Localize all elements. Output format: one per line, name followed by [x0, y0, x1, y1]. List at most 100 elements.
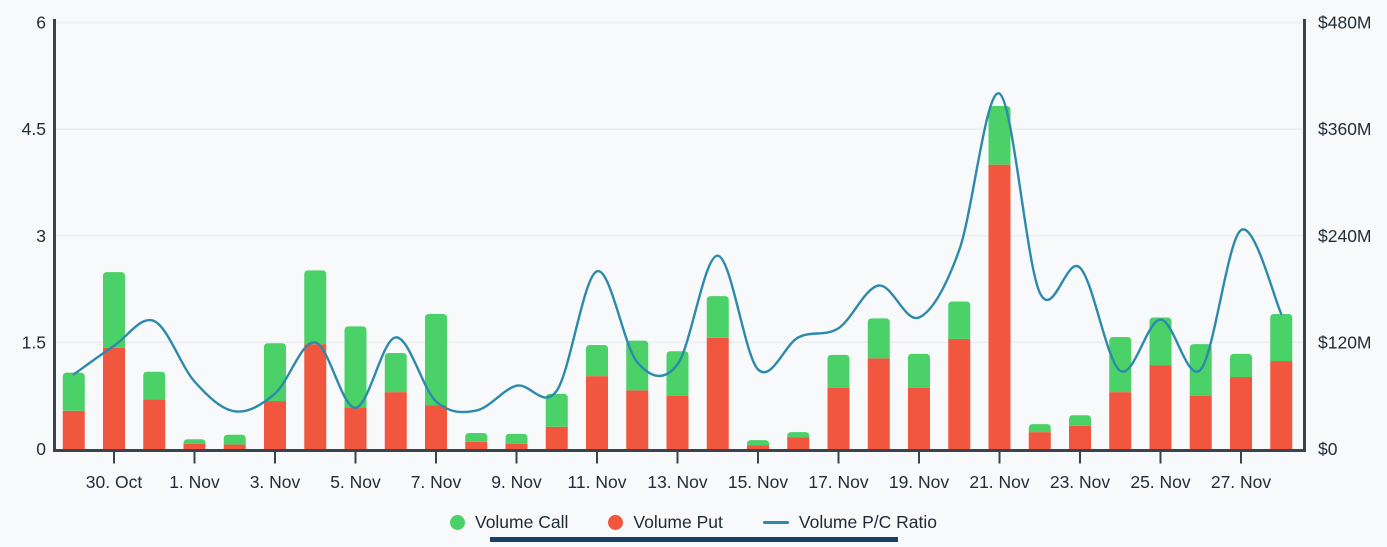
- bar-volume-put[interactable]: [626, 390, 649, 450]
- bar-volume-put[interactable]: [62, 410, 85, 450]
- bar-volume-call[interactable]: [223, 434, 246, 445]
- bar-volume-call[interactable]: [867, 318, 890, 359]
- bar-volume-put[interactable]: [304, 344, 327, 450]
- volume-bars: [62, 106, 1293, 450]
- bar-volume-put[interactable]: [1230, 377, 1252, 450]
- bar-volume-put[interactable]: [183, 443, 206, 450]
- volume-pc-ratio-line[interactable]: [72, 92, 1283, 414]
- x-axis-tick-label: 15. Nov: [728, 472, 789, 492]
- legend-item-volume-pc-ratio[interactable]: Volume P/C Ratio: [762, 511, 937, 533]
- x-axis-tick-label: 19. Nov: [889, 472, 950, 492]
- bar-volume-call[interactable]: [1069, 415, 1091, 426]
- bar-volume-put[interactable]: [666, 395, 689, 450]
- x-axis-tick-label: 1. Nov: [169, 472, 220, 492]
- y-axis-left-tick-label: 6: [36, 13, 46, 33]
- bottom-bar-fragment: [490, 537, 898, 542]
- bar-volume-call[interactable]: [1149, 317, 1172, 366]
- bar-volume-put[interactable]: [545, 426, 568, 450]
- y-axis-right-tick-label: $480M: [1318, 13, 1372, 33]
- bar-volume-call[interactable]: [1109, 337, 1132, 393]
- x-axis-tick-label: 17. Nov: [808, 472, 869, 492]
- y-axis-right-tick-label: $120M: [1318, 332, 1372, 352]
- y-axis-right-tick-label: $240M: [1318, 226, 1372, 246]
- y-axis-right-tick-label: $360M: [1318, 119, 1372, 139]
- bar-volume-put[interactable]: [465, 441, 488, 450]
- x-axis-tick-label: 7. Nov: [411, 472, 462, 492]
- gridlines: [54, 21, 1305, 344]
- legend-item-volume-put[interactable]: Volume Put: [608, 512, 723, 533]
- bar-volume-put[interactable]: [1028, 432, 1051, 450]
- bar-volume-call[interactable]: [425, 313, 447, 406]
- volume-pc-ratio-marker-icon: [762, 520, 789, 524]
- volume-put-marker-icon: [608, 514, 624, 530]
- bar-volume-put[interactable]: [706, 337, 729, 450]
- bar-volume-put[interactable]: [143, 399, 166, 450]
- bar-volume-call[interactable]: [304, 270, 327, 345]
- axis-frame: [53, 19, 1306, 452]
- legend-label: Volume P/C Ratio: [798, 511, 937, 532]
- bar-volume-call[interactable]: [505, 433, 528, 444]
- bar-volume-put[interactable]: [1270, 361, 1293, 450]
- bar-volume-put[interactable]: [867, 358, 890, 450]
- legend-item-volume-call[interactable]: Volume Call: [449, 511, 569, 533]
- bar-volume-call[interactable]: [465, 433, 488, 442]
- x-axis-tick-label: 25. Nov: [1130, 472, 1191, 492]
- bar-volume-call[interactable]: [143, 371, 166, 400]
- bar-volume-put[interactable]: [505, 443, 528, 450]
- bar-volume-put[interactable]: [988, 164, 1011, 450]
- x-axis-labels: 30. Oct 1. Nov 3. Nov 5. Nov 7. Nov 9. Nov 11.…: [86, 452, 1272, 492]
- volume-call-marker-icon: [449, 514, 465, 530]
- y-axis-left-tick-label: 4.5: [22, 119, 46, 139]
- bar-volume-call[interactable]: [908, 353, 930, 388]
- x-axis-tick-label: 30. Oct: [86, 472, 143, 492]
- x-axis-tick-label: 11. Nov: [567, 472, 626, 492]
- x-axis-tick-label: 5. Nov: [330, 472, 381, 492]
- bar-volume-put[interactable]: [787, 437, 810, 450]
- bar-volume-put[interactable]: [1189, 395, 1212, 450]
- bar-volume-call[interactable]: [62, 372, 85, 411]
- chart-legend: Volume Call Volume Put Volume P/C Ratio: [0, 507, 1387, 537]
- bar-volume-call[interactable]: [1230, 353, 1252, 378]
- x-axis-tick-label: 27. Nov: [1211, 472, 1272, 492]
- bar-volume-call[interactable]: [545, 393, 568, 427]
- bar-volume-call[interactable]: [948, 301, 971, 339]
- legend-label: Volume Call: [474, 511, 569, 532]
- bar-volume-call[interactable]: [787, 432, 810, 438]
- bar-volume-call[interactable]: [988, 106, 1011, 165]
- x-axis-tick-label: 3. Nov: [250, 472, 301, 492]
- bar-volume-call[interactable]: [183, 439, 206, 444]
- bar-volume-put[interactable]: [948, 338, 971, 450]
- bar-volume-put[interactable]: [1109, 392, 1132, 450]
- x-axis-tick-label: 21. Nov: [969, 472, 1030, 492]
- bar-volume-call[interactable]: [344, 326, 367, 408]
- legend-label: Volume Put: [633, 511, 723, 532]
- bar-volume-call[interactable]: [827, 354, 850, 388]
- bar-volume-call[interactable]: [747, 440, 769, 446]
- bar-volume-call[interactable]: [706, 296, 729, 338]
- bar-volume-put[interactable]: [425, 405, 447, 450]
- bar-volume-put[interactable]: [223, 444, 246, 450]
- bar-volume-call[interactable]: [586, 345, 608, 377]
- bar-volume-put[interactable]: [1149, 365, 1172, 450]
- y-axis-left-labels: 0 1.5 3 4.5 6: [22, 13, 47, 460]
- bar-volume-put[interactable]: [747, 445, 769, 450]
- bar-volume-put[interactable]: [1069, 425, 1091, 450]
- bar-volume-put[interactable]: [827, 387, 850, 450]
- bar-volume-call[interactable]: [1028, 424, 1051, 433]
- bar-volume-put[interactable]: [103, 347, 125, 450]
- bar-volume-call[interactable]: [666, 351, 689, 396]
- bar-volume-put[interactable]: [344, 407, 367, 450]
- bar-volume-put[interactable]: [264, 401, 286, 450]
- bar-volume-call[interactable]: [384, 353, 407, 393]
- x-axis-tick-label: 23. Nov: [1050, 472, 1111, 492]
- bar-volume-put[interactable]: [586, 376, 608, 450]
- bar-volume-call[interactable]: [1270, 313, 1293, 362]
- bar-volume-put[interactable]: [384, 392, 407, 450]
- bar-volume-call[interactable]: [103, 272, 125, 348]
- bar-volume-put[interactable]: [908, 387, 930, 450]
- y-axis-left-tick-label: 3: [36, 226, 46, 246]
- y-axis-right-tick-label: $0: [1318, 439, 1338, 459]
- y-axis-left-tick-label: 0: [36, 439, 46, 459]
